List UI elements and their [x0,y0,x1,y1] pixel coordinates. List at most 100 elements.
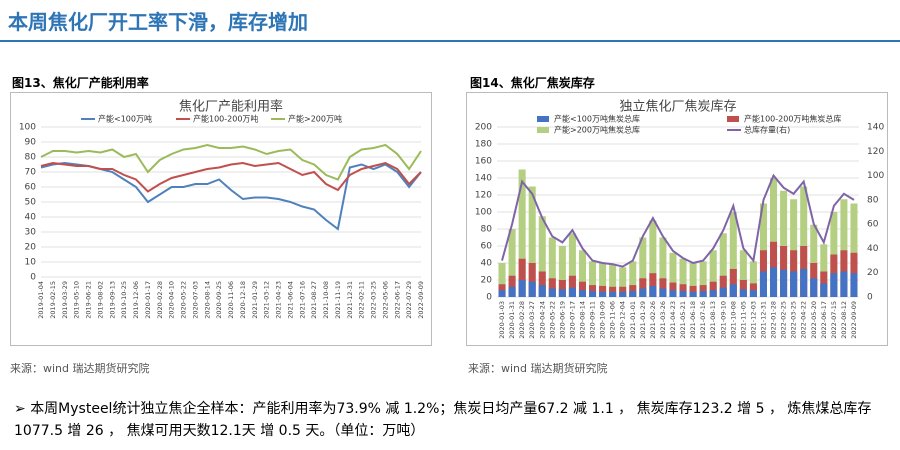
bar [820,244,828,297]
bar [599,291,607,297]
x-tick-label: 2020-09-25 [215,281,223,319]
x-tick-label: 2022-07-29 [405,281,413,319]
bar [770,267,778,297]
y2-tick-label: 0 [867,293,873,303]
x-tick-label: 2019-06-21 [85,281,93,319]
source-note: 来源：wind 瑞达期货研究院 [10,362,150,375]
y2-tick-label: 100 [867,171,884,181]
bar [528,186,536,297]
bar [589,291,597,297]
bar [508,275,516,297]
x-tick-label: 2020-05-22 [180,281,188,319]
bar [498,263,506,297]
y-tick-label: 180 [475,140,492,150]
x-tick-label: 2022-03-25 [790,301,798,339]
bar [679,284,687,297]
source-note: 来源：wind 瑞达期货研究院 [468,362,608,375]
x-tick-label: 2021-12-03 [749,301,757,339]
x-tick-label: 2022-02-11 [358,281,366,319]
bar [840,271,848,297]
x-tick-label: 2022-01-28 [770,301,778,339]
x-tick-label: 2020-08-14 [578,301,586,339]
bar [800,268,808,297]
chart: 独立焦化厂焦炭库存 0 20 40 60 80 100 120 140 160 180 200 0 20 4… [466,92,888,346]
x-tick-label: 2020-12-18 [239,281,247,319]
y-tick-label: 40 [25,213,37,223]
line-series [40,143,422,181]
y-tick-label: 80 [481,225,493,235]
y2-tick-label: 140 [867,123,884,133]
bar [508,229,516,297]
x-tick-label: 2021-09-10 [719,301,727,339]
bar [840,199,848,297]
bar [810,278,818,297]
page-title: 本周焦化厂开工率下滑，库存增加 [8,10,308,34]
x-tick-label: 2022-05-06 [381,281,389,319]
x-tick-label: 2020-08-14 [203,281,211,319]
bar [699,291,707,297]
x-tick-label: 2019-03-29 [61,281,69,319]
legend-label: 产能>200万吨 [288,114,342,124]
x-tick-label: 2022-04-22 [800,301,808,339]
y2-tick-label: 40 [867,244,879,254]
bar [689,263,697,297]
bar [538,271,546,297]
legend-label: 产能100-200万吨 [193,114,258,124]
bar [669,290,677,297]
y-tick-label: 100 [475,208,492,218]
y-tick-label: 20 [25,243,37,253]
bar [599,263,607,297]
x-tick-label: 2021-04-23 [275,281,283,319]
x-tick-label: 2021-01-29 [639,301,647,339]
bar [699,261,707,297]
x-tick-label: 2022-06-17 [820,301,828,339]
bar [538,216,546,297]
x-tick-label: 2022-03-25 [370,281,378,319]
bar [800,186,808,297]
bar [609,264,617,297]
y-tick-label: 50 [25,198,37,208]
x-tick-label: 2020-04-10 [168,281,176,319]
bar [790,271,798,297]
bar [639,278,647,297]
x-tick-label: 2022-07-15 [830,301,838,339]
bar [548,288,556,297]
y-tick-label: 80 [25,153,37,163]
x-tick-label: 2021-11-19 [334,281,342,319]
legend-swatch [537,127,549,133]
bar [759,271,767,297]
bar [659,278,667,297]
bar [669,282,677,297]
bar [629,261,637,297]
title-rule [0,40,900,42]
x-tick-label: 2019-10-25 [120,281,128,319]
bar [790,199,798,297]
bar [599,285,607,297]
y-tick-label: 120 [475,191,492,201]
x-tick-label: 2020-12-04 [619,301,627,339]
y-tick-label: 140 [475,174,492,184]
bar [518,258,526,297]
y2-tick-label: 80 [867,195,879,205]
bar [739,289,747,297]
bar [709,281,717,297]
bar [739,280,747,297]
bar [629,285,637,297]
bar [508,286,516,297]
x-tick-label: 2021-05-21 [679,301,687,339]
x-tick-label: 2020-09-11 [589,301,597,339]
bar [729,212,737,297]
bar [568,287,576,297]
legend-label: 产能>200万吨焦炭总库 [554,125,640,135]
bar [498,290,506,297]
bar [619,267,627,297]
y-tick-label: 70 [25,168,37,178]
x-tick-label: 2021-07-16 [298,281,306,319]
bar [830,273,838,297]
x-tick-label: 2019-09-13 [108,281,116,319]
y2-tick-label: 120 [867,147,884,157]
bar [659,237,667,297]
y-tick-label: 60 [25,183,37,193]
x-tick-label: 2019-12-06 [132,281,140,319]
